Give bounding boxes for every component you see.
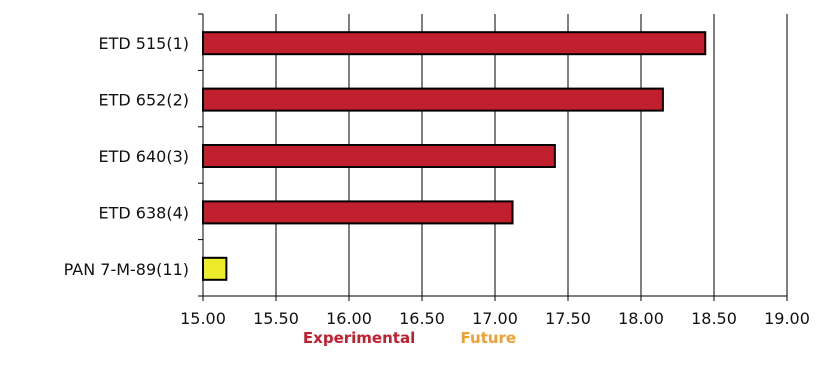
bar [202, 256, 228, 281]
x-tick-label: 17.50 [545, 309, 591, 328]
x-tick-label: 16.00 [326, 309, 372, 328]
x-tick-label: 17.00 [472, 309, 518, 328]
x-tick-label: 18.50 [691, 309, 737, 328]
legend-item-experimental: Experimental [302, 329, 416, 347]
category-label: PAN 7-M-89(11) [64, 260, 189, 279]
bar [202, 31, 707, 56]
bars [202, 31, 707, 281]
category-labels: ETD 515(1) ETD 652(2) ETD 640(3) ETD 638(4)… [64, 34, 189, 279]
category-label: ETD 638(4) [99, 203, 190, 222]
bar [202, 144, 556, 168]
x-tick-labels: 15.00 15.50 16.00 16.50 17.00 17.50 18.00 18.50… [180, 309, 810, 328]
bar [202, 200, 514, 225]
x-tick-label: 19.00 [764, 309, 810, 328]
category-label: ETD 640(3) [99, 147, 190, 166]
axes [198, 13, 788, 301]
x-tick-label: 15.50 [253, 309, 299, 328]
x-tick-label: 18.00 [618, 309, 664, 328]
legend: Experimental Future [0, 329, 819, 347]
x-tick-label: 15.00 [180, 309, 226, 328]
category-label: ETD 515(1) [99, 34, 190, 53]
category-label: ETD 652(2) [99, 91, 190, 110]
x-tick-label: 16.50 [399, 309, 445, 328]
legend-item-future: Future [460, 329, 517, 347]
bar [202, 87, 664, 112]
